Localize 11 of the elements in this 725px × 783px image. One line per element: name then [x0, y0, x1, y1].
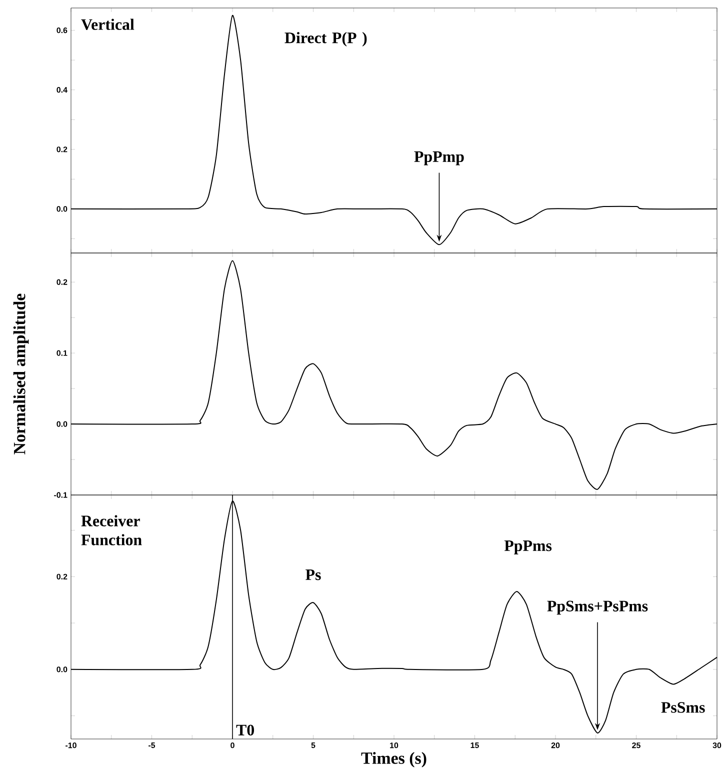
annotation: Ps — [306, 569, 321, 580]
annotation: Receiver Function — [81, 515, 142, 546]
x-axis-title: Times (s) — [361, 752, 426, 768]
ref-line-label: T0 — [236, 724, 254, 736]
annotation: Vertical — [81, 18, 134, 30]
annotation: Direct P(P ) — [284, 32, 367, 46]
y-axis-title: Normalised amplitude — [13, 294, 29, 454]
annotation: PpPmp — [414, 151, 464, 166]
annotation: PpSms+PsPms — [547, 600, 648, 615]
annotation: PsSms — [661, 702, 705, 713]
annotation: PpPms — [504, 540, 552, 554]
